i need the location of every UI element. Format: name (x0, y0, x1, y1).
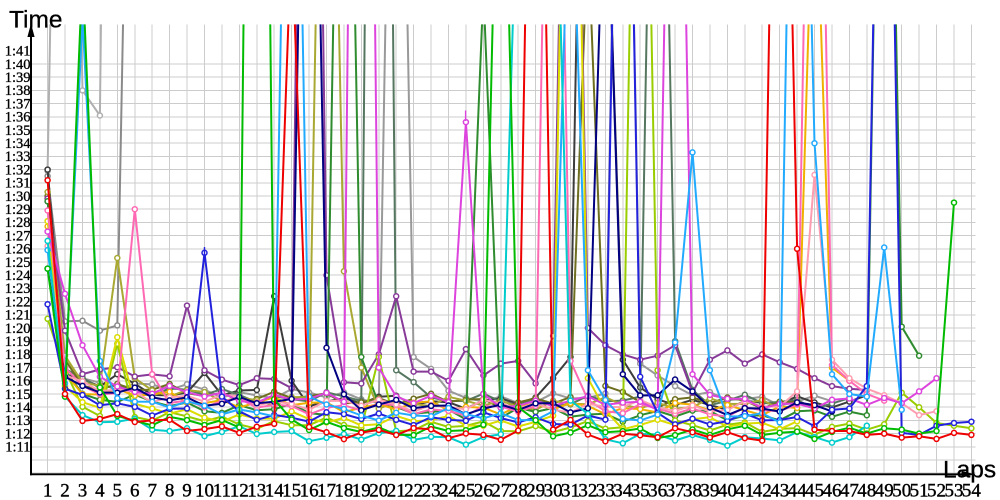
svg-text:18: 18 (334, 481, 353, 500)
svg-text:26: 26 (474, 481, 493, 500)
svg-text:1:18: 1:18 (5, 347, 31, 363)
svg-text:36: 36 (648, 481, 667, 500)
svg-text:1:40: 1:40 (5, 57, 31, 73)
svg-text:43: 43 (770, 481, 789, 500)
svg-text:37: 37 (666, 481, 685, 500)
svg-text:41: 41 (735, 481, 754, 500)
svg-text:1:25: 1:25 (5, 255, 31, 271)
svg-text:8: 8 (165, 481, 175, 500)
svg-text:46: 46 (823, 481, 842, 500)
svg-text:40: 40 (718, 481, 737, 500)
svg-text:1:24: 1:24 (5, 268, 32, 284)
svg-text:10: 10 (195, 481, 214, 500)
svg-text:33: 33 (596, 481, 615, 500)
svg-text:25: 25 (456, 481, 475, 500)
svg-text:1:17: 1:17 (5, 360, 31, 376)
svg-text:Laps: Laps (943, 457, 996, 484)
svg-text:1:38: 1:38 (5, 83, 31, 99)
svg-text:35: 35 (631, 481, 650, 500)
svg-text:23: 23 (422, 481, 441, 500)
svg-text:1:34: 1:34 (5, 136, 32, 152)
svg-text:30: 30 (544, 481, 563, 500)
svg-text:1:11: 1:11 (5, 440, 30, 456)
svg-text:38: 38 (683, 481, 702, 500)
svg-text:17: 17 (317, 481, 336, 500)
svg-text:2: 2 (60, 481, 70, 500)
svg-text:11: 11 (213, 481, 231, 500)
svg-text:6: 6 (130, 481, 140, 500)
svg-text:32: 32 (578, 481, 597, 500)
svg-text:9: 9 (182, 481, 192, 500)
svg-text:12: 12 (230, 481, 249, 500)
svg-text:1:31: 1:31 (5, 176, 31, 192)
svg-text:15: 15 (282, 481, 301, 500)
svg-text:19: 19 (352, 481, 371, 500)
svg-text:21: 21 (387, 481, 406, 500)
svg-text:1:14: 1:14 (5, 400, 32, 416)
svg-text:1:23: 1:23 (5, 281, 31, 297)
svg-text:48: 48 (857, 481, 876, 500)
svg-text:1: 1 (43, 481, 53, 500)
svg-text:14: 14 (265, 481, 285, 500)
svg-text:31: 31 (561, 481, 580, 500)
svg-text:24: 24 (439, 481, 459, 500)
svg-text:1:41: 1:41 (5, 44, 31, 60)
svg-text:13: 13 (247, 481, 266, 500)
svg-text:1:22: 1:22 (5, 294, 31, 310)
svg-text:27: 27 (491, 481, 510, 500)
svg-text:1:35: 1:35 (5, 123, 31, 139)
svg-text:1:27: 1:27 (5, 228, 31, 244)
svg-text:1:29: 1:29 (5, 202, 31, 218)
svg-text:45: 45 (805, 481, 824, 500)
svg-text:52: 52 (927, 481, 946, 500)
svg-text:1:30: 1:30 (5, 189, 31, 205)
svg-text:1:32: 1:32 (5, 162, 31, 178)
svg-text:44: 44 (788, 481, 808, 500)
svg-text:1:37: 1:37 (5, 96, 31, 112)
svg-text:49: 49 (875, 481, 894, 500)
svg-text:42: 42 (753, 481, 772, 500)
svg-text:50: 50 (892, 481, 911, 500)
svg-text:54: 54 (962, 481, 982, 500)
svg-text:1:15: 1:15 (5, 387, 31, 403)
svg-text:34: 34 (613, 481, 633, 500)
svg-text:20: 20 (369, 481, 388, 500)
svg-text:5: 5 (113, 481, 123, 500)
svg-text:1:21: 1:21 (5, 308, 31, 324)
svg-text:47: 47 (840, 481, 859, 500)
svg-text:4: 4 (95, 481, 105, 500)
svg-text:16: 16 (300, 481, 319, 500)
svg-text:22: 22 (404, 481, 423, 500)
svg-text:7: 7 (147, 481, 157, 500)
svg-text:1:13: 1:13 (5, 413, 31, 429)
svg-text:1:39: 1:39 (5, 70, 31, 86)
svg-text:39: 39 (700, 481, 719, 500)
svg-text:3: 3 (78, 481, 88, 500)
svg-text:53: 53 (945, 481, 964, 500)
svg-text:51: 51 (910, 481, 929, 500)
svg-text:1:19: 1:19 (5, 334, 31, 350)
svg-text:29: 29 (526, 481, 545, 500)
svg-text:1:28: 1:28 (5, 215, 31, 231)
svg-text:1:12: 1:12 (5, 426, 31, 442)
svg-text:1:26: 1:26 (5, 242, 31, 258)
svg-text:1:20: 1:20 (5, 321, 31, 337)
svg-text:Time: Time (9, 7, 63, 34)
svg-text:28: 28 (509, 481, 528, 500)
svg-text:1:36: 1:36 (5, 110, 31, 126)
svg-text:1:16: 1:16 (5, 374, 31, 390)
svg-text:1:33: 1:33 (5, 149, 31, 165)
